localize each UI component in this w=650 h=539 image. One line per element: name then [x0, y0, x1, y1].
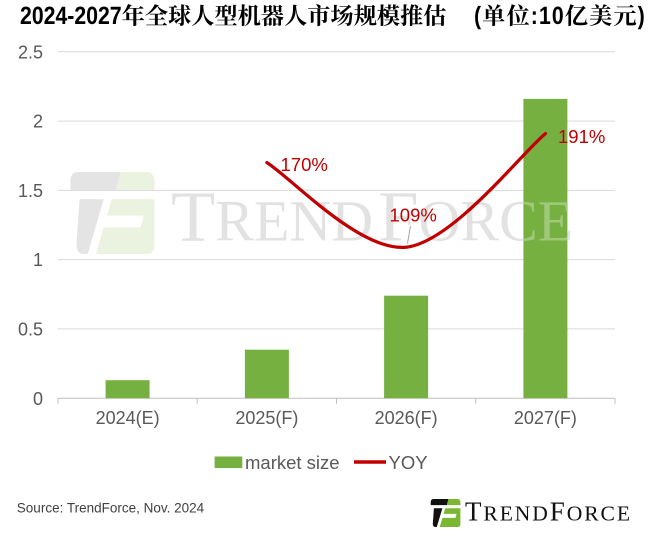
svg-text:0.5: 0.5 [18, 320, 43, 340]
svg-text:TRENDFORCE: TRENDFORCE [171, 176, 573, 257]
svg-text:2: 2 [33, 112, 43, 132]
svg-text:market size: market size [245, 452, 340, 473]
svg-text:2026(F): 2026(F) [375, 408, 438, 428]
svg-text:0: 0 [33, 389, 43, 409]
svg-text:YOY: YOY [389, 452, 428, 473]
svg-text:Source: TrendForce, Nov. 2024: Source: TrendForce, Nov. 2024 [17, 501, 205, 516]
svg-text:2027(F): 2027(F) [514, 408, 577, 428]
svg-text:2024(E): 2024(E) [96, 408, 160, 428]
svg-text:109%: 109% [390, 205, 437, 226]
svg-text:2025(F): 2025(F) [235, 408, 298, 428]
svg-text:191%: 191% [558, 126, 605, 147]
svg-text:1: 1 [33, 250, 43, 270]
svg-text:TRENDFORCE: TRENDFORCE [171, 176, 573, 257]
svg-text:2.5: 2.5 [18, 42, 43, 62]
svg-text:TRENDFORCE: TRENDFORCE [465, 497, 632, 527]
svg-text:1.5: 1.5 [18, 181, 43, 201]
svg-text:170%: 170% [281, 154, 328, 175]
